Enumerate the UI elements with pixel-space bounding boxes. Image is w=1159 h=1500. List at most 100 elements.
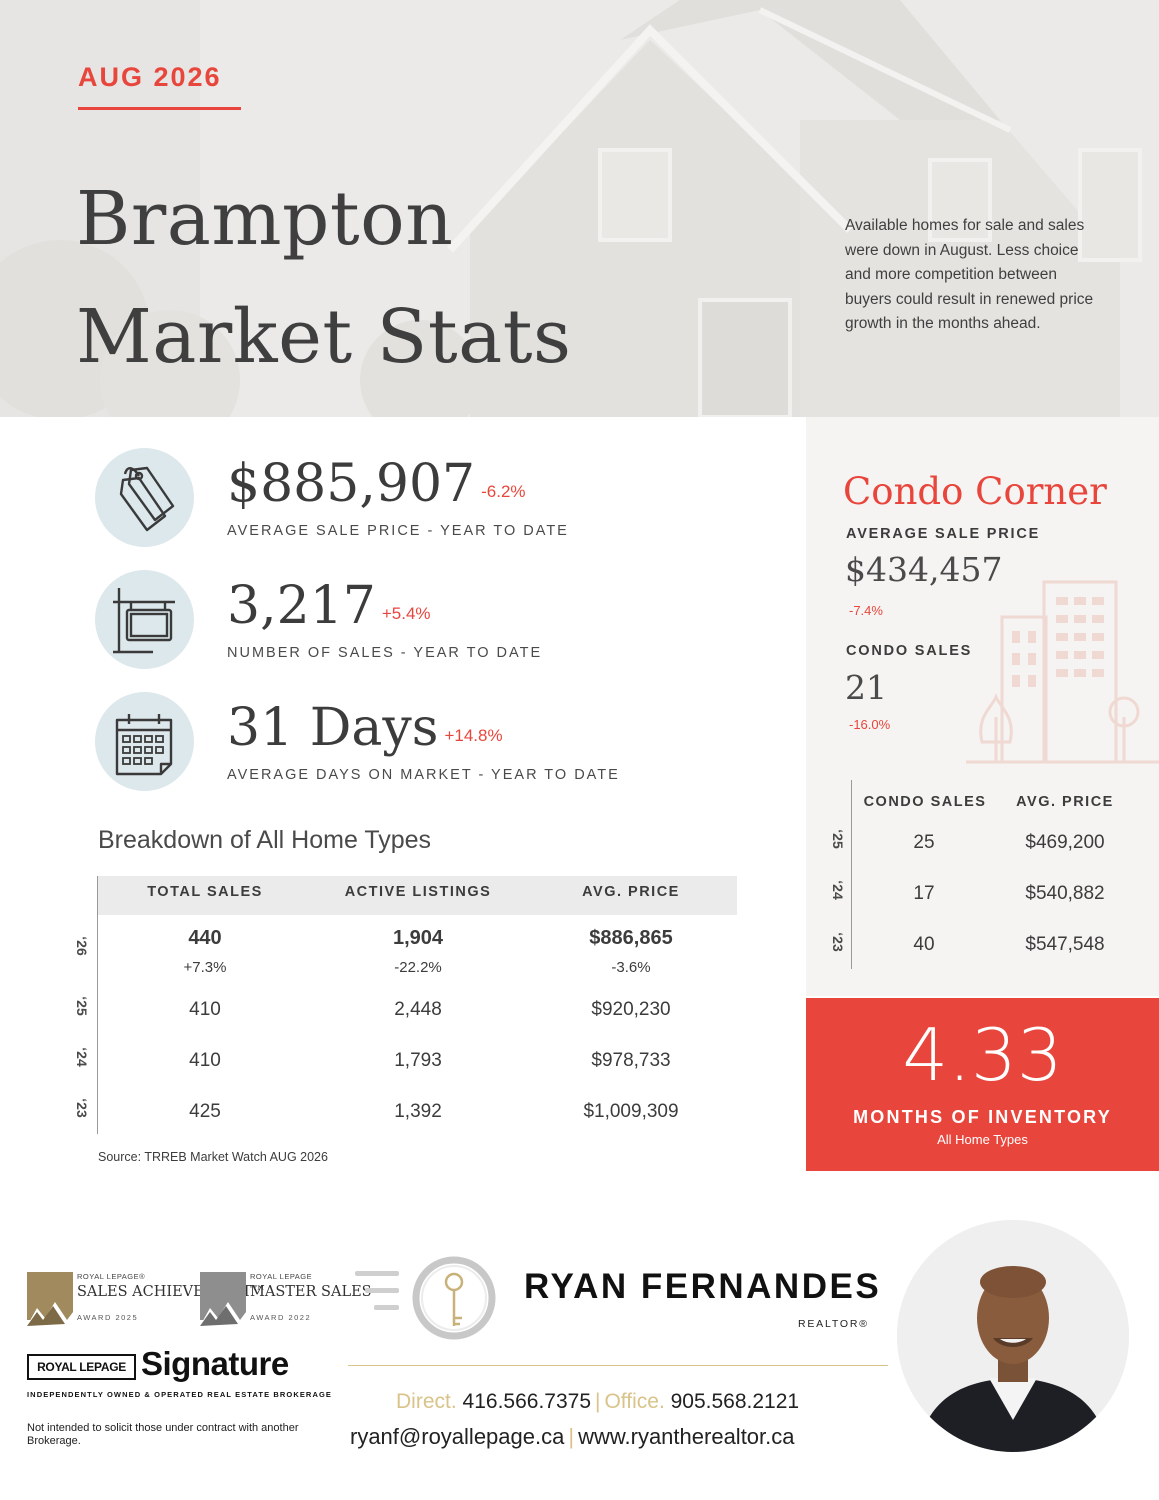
col-avg-price: AVG. PRICE (582, 884, 680, 900)
row-year: ‘25 (74, 996, 90, 1016)
stat-value: 3,217 +5.4% (227, 574, 431, 646)
award-brand: ROYAL LEPAGE® (77, 1272, 146, 1281)
award-year: AWARD 2022 (250, 1313, 312, 1322)
office-label: Office. (604, 1390, 665, 1413)
stat-value: 31 Days +14.8% (227, 696, 503, 768)
table-cell: 410 (189, 1050, 221, 1071)
brokerage-tagline: INDEPENDENTLY OWNED & OPERATED REAL ESTA… (27, 1390, 333, 1399)
web-line: ryanf@royallepage.ca | www.ryantherealtor.… (350, 1424, 795, 1450)
title-line-1: Brampton (76, 176, 454, 262)
breakdown-divider (97, 876, 98, 1134)
stat-change: +5.4% (381, 604, 431, 623)
table-cell: $886,865 (589, 927, 673, 949)
inventory-label: MONTHS OF INVENTORY (853, 1107, 1112, 1127)
condo-building-icon (966, 580, 1159, 764)
stat-number: 3,217 (227, 576, 376, 636)
condo-sales-change: -16.0% (849, 717, 891, 732)
stat-label: AVERAGE SALE PRICE - YEAR TO DATE (227, 523, 569, 539)
icon-circle (95, 692, 194, 791)
table-cell: 1,793 (394, 1050, 442, 1071)
stat-days-on-market: 31 Days +14.8% AVERAGE DAYS ON MARKET - Y… (95, 692, 735, 792)
direct-label: Direct. (396, 1390, 457, 1413)
separator: | (595, 1390, 601, 1413)
condo-sales: 21 (845, 668, 887, 707)
contact-divider (348, 1365, 888, 1366)
condo-corner-panel (806, 417, 1159, 996)
table-cell: 1,392 (394, 1101, 442, 1122)
royal-lepage-logo: ROYAL LEPAGE (27, 1354, 136, 1380)
master-sales-award-badge: ROYAL LEPAGE MASTER SALES AWARD 2022 (200, 1272, 372, 1326)
row-year: ‘24 (74, 1047, 90, 1067)
condo-avg-price: $434,457 (845, 550, 1003, 589)
stat-change: -6.2% (481, 482, 526, 501)
stat-label: NUMBER OF SALES - YEAR TO DATE (227, 645, 543, 661)
table-cell: 1,904 (392, 927, 444, 949)
row-year: ‘23 (74, 1098, 90, 1118)
condo-table-cell: $547,548 (1025, 934, 1105, 955)
page-title: Brampton Market Stats (76, 160, 571, 396)
inventory-value: 4.33 (902, 1013, 1063, 1097)
icon-circle (95, 448, 194, 547)
condo-table-divider (851, 780, 852, 969)
brokerage-name: Signature (141, 1345, 289, 1382)
table-change: +7.3% (183, 959, 227, 976)
agent-title: REALTOR® (798, 1318, 869, 1330)
hero-banner: AUG 2026 Brampton Market Stats Available… (0, 0, 1159, 417)
stat-number: $885,907 (227, 454, 476, 514)
table-cell: $920,230 (591, 999, 671, 1020)
condo-col-price: AVG. PRICE (1016, 794, 1114, 810)
table-cell: $978,733 (591, 1050, 671, 1071)
stat-number-of-sales: 3,217 +5.4% NUMBER OF SALES - YEAR TO DAT… (95, 570, 735, 670)
table-cell: 410 (189, 999, 221, 1020)
condo-sales-label: CONDO SALES (846, 643, 973, 659)
website-link[interactable]: www.ryantherealtor.ca (578, 1424, 795, 1449)
col-active-listings: ACTIVE LISTINGS (344, 884, 492, 900)
intro-text: Available homes for sale and sales were … (845, 217, 1094, 333)
direct-phone[interactable]: 416.566.7375 (462, 1390, 591, 1413)
condo-row-year: ‘23 (830, 932, 846, 952)
month-underline (78, 107, 241, 110)
agent-name: RYAN FERNANDES (524, 1267, 882, 1306)
condo-table-cell: 17 (913, 883, 935, 904)
months-of-inventory-box: 4.33 MONTHS OF INVENTORY All Home Types (806, 998, 1159, 1171)
title-line-2: Market Stats (76, 294, 572, 380)
house-background-image (0, 0, 1159, 417)
stat-number: 31 Days (227, 698, 439, 758)
stat-label: AVERAGE DAYS ON MARKET - YEAR TO DATE (227, 767, 620, 783)
calendar-icon (115, 714, 173, 776)
award-flag-icon (200, 1272, 246, 1326)
table-cell: 2,448 (394, 999, 442, 1020)
price-tag-icon (119, 466, 175, 532)
award-flag-icon (27, 1272, 73, 1326)
award-year: AWARD 2025 (77, 1313, 139, 1322)
condo-row-year: ‘25 (830, 829, 846, 849)
separator: | (568, 1424, 575, 1449)
condo-avg-price-label: AVERAGE SALE PRICE (846, 526, 1041, 542)
sale-sign-icon (113, 588, 175, 654)
table-cell: 425 (189, 1101, 221, 1122)
stat-value: $885,907 -6.2% (227, 452, 526, 524)
email-link[interactable]: ryanf@royallepage.ca (350, 1424, 565, 1449)
table-cell: $1,009,309 (583, 1101, 679, 1122)
col-total-sales: TOTAL SALES (147, 884, 263, 900)
sales-achievement-award-badge: ROYAL LEPAGE® SALES ACHIEVEMENT™ AWARD 2… (27, 1272, 266, 1326)
condo-avg-price-change: -7.4% (849, 603, 883, 618)
stat-average-sale-price: $885,907 -6.2% AVERAGE SALE PRICE - YEAR … (95, 448, 735, 548)
report-month: AUG 2026 (78, 62, 222, 92)
condo-table-cell: 40 (913, 934, 935, 955)
phone-line: Direct. 416.566.7375 | Office. 905.568.212… (396, 1390, 799, 1414)
breakdown-header-row (98, 876, 737, 915)
key-logo-icon (355, 1256, 496, 1340)
agent-portrait-image (897, 1220, 1129, 1452)
condo-row-year: ‘24 (830, 880, 846, 900)
condo-col-sales: CONDO SALES (863, 794, 987, 810)
table-change: -22.2% (394, 959, 442, 976)
disclaimer-text: Not intended to solicit those under cont… (27, 1422, 299, 1447)
stat-change: +14.8% (444, 726, 503, 745)
agent-photo (897, 1220, 1129, 1452)
breakdown-title: Breakdown of All Home Types (98, 826, 432, 854)
inventory-sublabel: All Home Types (937, 1132, 1028, 1147)
condo-table-cell: 25 (913, 832, 935, 853)
office-phone[interactable]: 905.568.2121 (670, 1390, 800, 1413)
table-change: -3.6% (611, 959, 651, 976)
